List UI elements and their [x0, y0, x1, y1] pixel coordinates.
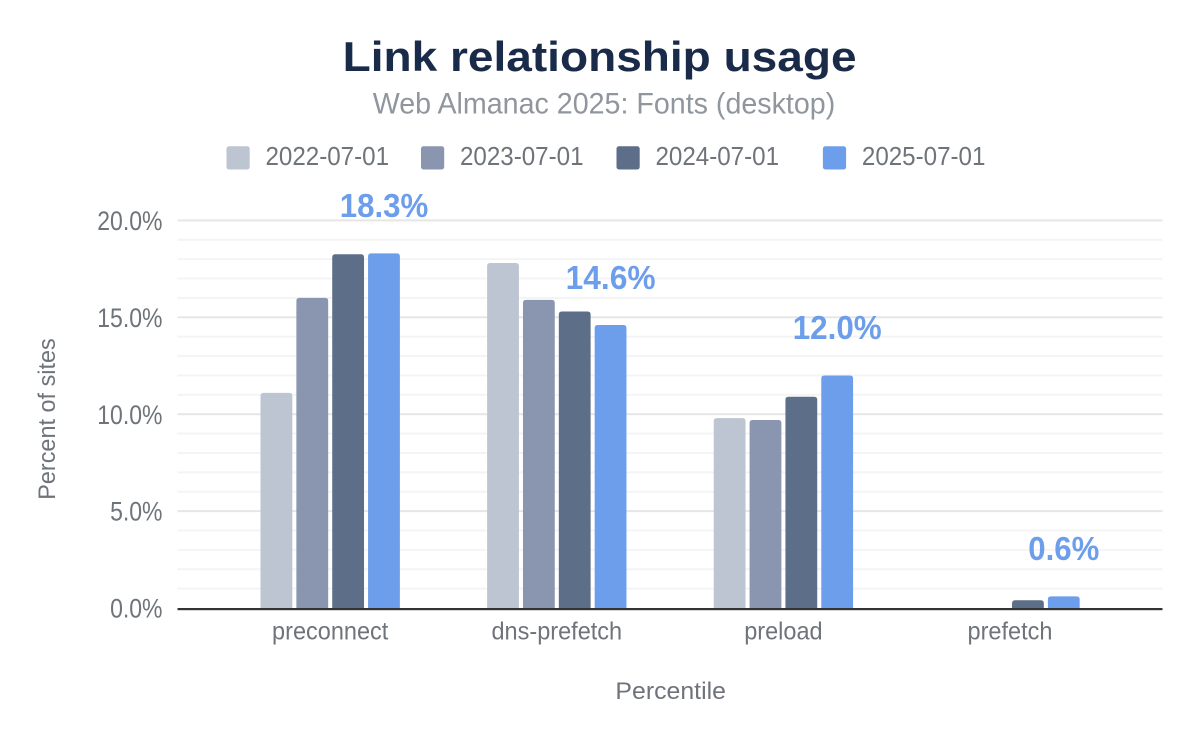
svg-text:Percentile: Percentile [615, 678, 726, 705]
svg-text:14.6%: 14.6% [566, 260, 656, 297]
svg-text:0.6%: 0.6% [1028, 531, 1099, 568]
svg-text:2022-07-01: 2022-07-01 [266, 141, 390, 171]
svg-text:12.0%: 12.0% [793, 310, 882, 347]
svg-text:5.0%: 5.0% [110, 497, 162, 527]
svg-text:prefetch: prefetch [968, 617, 1053, 645]
svg-text:0.0%: 0.0% [110, 594, 162, 624]
svg-text:preconnect: preconnect [272, 617, 388, 645]
svg-text:Link relationship usage: Link relationship usage [343, 33, 857, 80]
svg-text:2025-07-01: 2025-07-01 [862, 141, 986, 171]
svg-text:2023-07-01: 2023-07-01 [460, 141, 584, 171]
svg-text:2024-07-01: 2024-07-01 [656, 141, 780, 171]
svg-text:Percent of sites: Percent of sites [34, 338, 61, 500]
svg-text:Web Almanac 2025: Fonts (deskt: Web Almanac 2025: Fonts (desktop) [373, 87, 836, 120]
svg-text:20.0%: 20.0% [97, 206, 162, 236]
svg-text:18.3%: 18.3% [340, 188, 429, 225]
svg-text:10.0%: 10.0% [97, 400, 162, 430]
svg-text:dns-prefetch: dns-prefetch [491, 617, 622, 645]
svg-text:preload: preload [744, 617, 822, 645]
svg-text:15.0%: 15.0% [97, 303, 162, 333]
